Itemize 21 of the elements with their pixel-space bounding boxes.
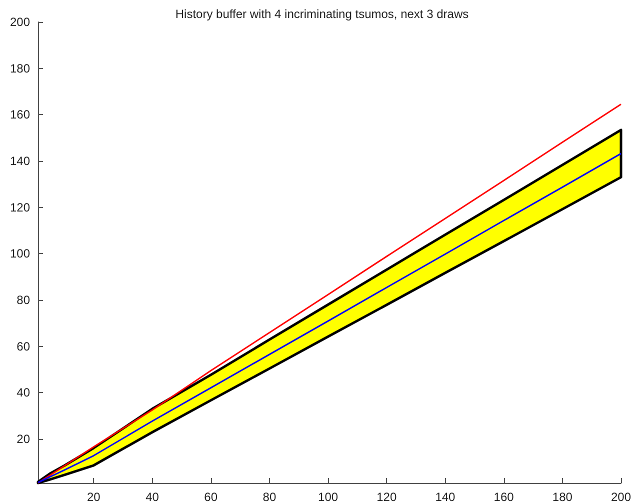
- x-tick-label: 160: [494, 490, 514, 504]
- x-tick-label: 200: [610, 490, 632, 504]
- chart-title: History buffer with 4 incriminating tsumos, next 3 draws: [175, 7, 469, 21]
- y-tick-label: 20: [16, 432, 30, 446]
- y-tick-label: 100: [10, 246, 30, 261]
- y-tick-label: 180: [10, 61, 30, 76]
- x-tick-label: 20: [86, 490, 101, 504]
- y-tick-label: 160: [10, 108, 30, 122]
- x-tick-label: 140: [435, 490, 456, 504]
- x-tick-label: 60: [204, 490, 218, 504]
- x-tick-label: 120: [376, 490, 397, 504]
- x-tick-label: 80: [262, 490, 276, 504]
- x-tick-label: 180: [552, 490, 573, 504]
- y-tick-label: 140: [10, 154, 30, 168]
- y-tick-label: 80: [16, 292, 30, 307]
- x-tick-label: 100: [318, 490, 338, 504]
- y-tick-label: 200: [10, 15, 30, 29]
- y-tick-label: 60: [16, 339, 30, 354]
- x-tick-label: 40: [146, 490, 160, 504]
- y-tick-label: 120: [10, 200, 30, 214]
- y-tick-label: 40: [16, 386, 30, 400]
